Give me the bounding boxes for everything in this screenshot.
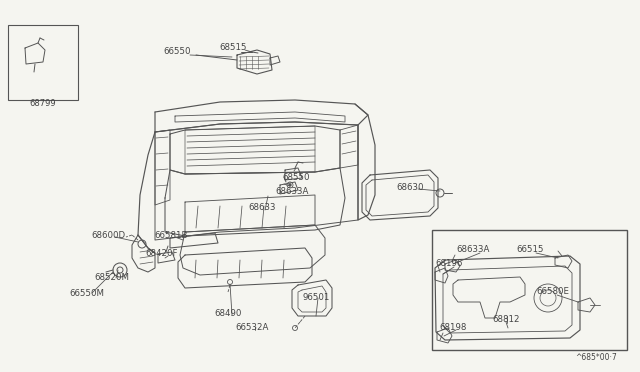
Circle shape [289,184,291,186]
Text: 66532A: 66532A [236,324,269,333]
Bar [8,25,78,100]
Text: 68633A: 68633A [275,186,308,196]
Text: 66580E: 66580E [536,288,570,296]
Text: 68550: 68550 [282,173,310,182]
Text: 68600D: 68600D [91,231,125,240]
Text: 68196: 68196 [435,259,463,267]
Text: 68520M: 68520M [95,273,129,282]
Text: 68490: 68490 [214,308,242,317]
Text: 68420F: 68420F [146,250,179,259]
Bar [432,230,627,350]
Text: 66550: 66550 [163,48,191,57]
Text: 66581B: 66581B [154,231,188,240]
Text: 68630: 68630 [396,183,424,192]
Text: 68515: 68515 [220,42,247,51]
Text: 68633A: 68633A [456,244,490,253]
Text: 68812: 68812 [492,315,520,324]
Text: 96501: 96501 [302,294,330,302]
Text: ^685*00·7: ^685*00·7 [575,353,617,362]
Text: 68633: 68633 [248,203,276,212]
Text: 68198: 68198 [439,324,467,333]
Text: 66515: 66515 [516,244,544,253]
Text: 68799: 68799 [29,99,56,109]
Text: 66550M: 66550M [70,289,104,298]
